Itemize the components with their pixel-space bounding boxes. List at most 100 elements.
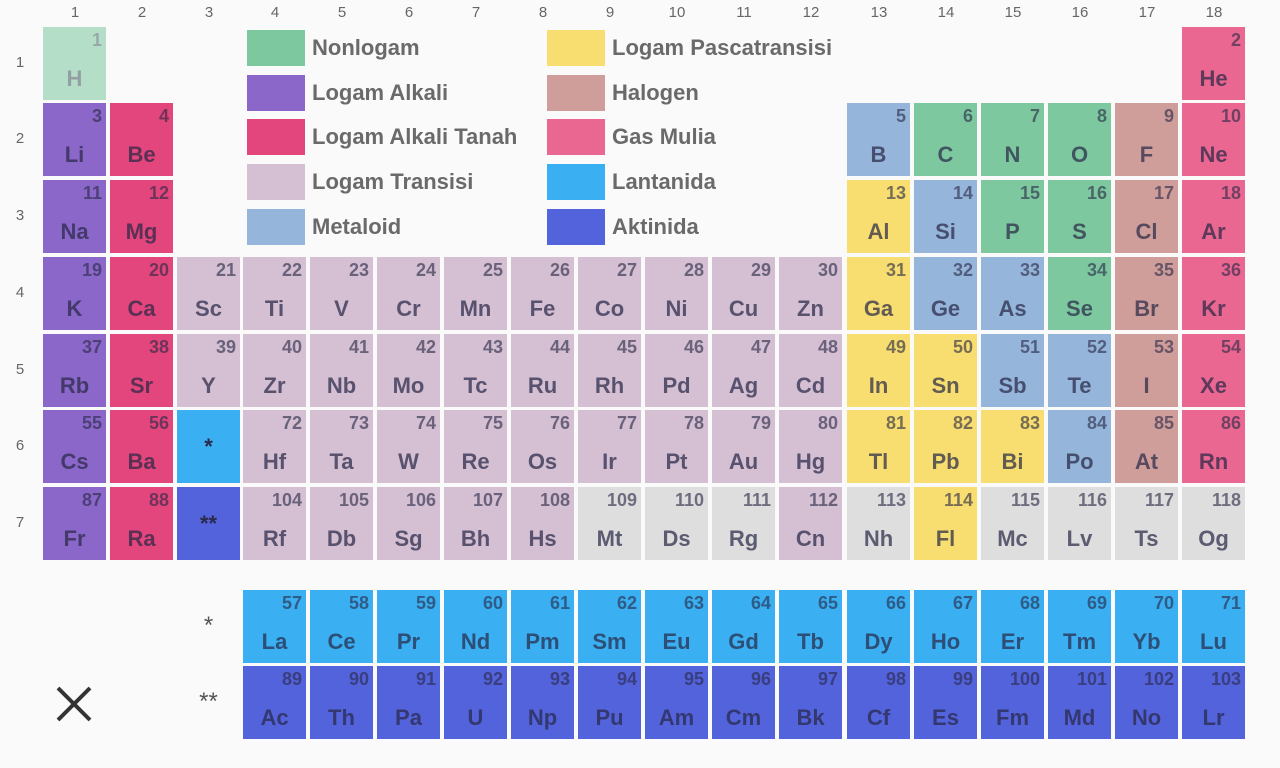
element-cell-cn[interactable]: 112 Cn	[779, 487, 842, 560]
element-cell-lr[interactable]: 103 Lr	[1182, 666, 1245, 739]
element-cell-be[interactable]: 4 Be	[110, 103, 173, 176]
element-cell-es[interactable]: 99 Es	[914, 666, 977, 739]
element-cell-og[interactable]: 118 Og	[1182, 487, 1245, 560]
element-cell-tm[interactable]: 69 Tm	[1048, 590, 1111, 663]
element-cell-sg[interactable]: 106 Sg	[377, 487, 440, 560]
element-cell-rf[interactable]: 104 Rf	[243, 487, 306, 560]
element-cell-nd[interactable]: 60 Nd	[444, 590, 507, 663]
element-cell-pt[interactable]: 78 Pt	[645, 410, 708, 483]
element-cell-cm[interactable]: 96 Cm	[712, 666, 775, 739]
element-cell-mg[interactable]: 12 Mg	[110, 180, 173, 253]
element-cell-re[interactable]: 75 Re	[444, 410, 507, 483]
element-cell-sr[interactable]: 38 Sr	[110, 334, 173, 407]
element-cell-u[interactable]: 92 U	[444, 666, 507, 739]
element-cell-fe[interactable]: 26 Fe	[511, 257, 574, 330]
element-cell-ni[interactable]: 28 Ni	[645, 257, 708, 330]
element-cell-s[interactable]: 16 S	[1048, 180, 1111, 253]
element-cell-os[interactable]: 76 Os	[511, 410, 574, 483]
element-cell-ts[interactable]: 117 Ts	[1115, 487, 1178, 560]
lanthanide-placeholder-cell[interactable]: *	[177, 410, 240, 483]
element-cell-nb[interactable]: 41 Nb	[310, 334, 373, 407]
element-cell-ar[interactable]: 18 Ar	[1182, 180, 1245, 253]
element-cell-zr[interactable]: 40 Zr	[243, 334, 306, 407]
element-cell-pb[interactable]: 82 Pb	[914, 410, 977, 483]
element-cell-pu[interactable]: 94 Pu	[578, 666, 641, 739]
element-cell-sn[interactable]: 50 Sn	[914, 334, 977, 407]
element-cell-pd[interactable]: 46 Pd	[645, 334, 708, 407]
element-cell-cs[interactable]: 55 Cs	[43, 410, 106, 483]
element-cell-he[interactable]: 2 He	[1182, 27, 1245, 100]
element-cell-yb[interactable]: 70 Yb	[1115, 590, 1178, 663]
element-cell-am[interactable]: 95 Am	[645, 666, 708, 739]
element-cell-dy[interactable]: 66 Dy	[847, 590, 910, 663]
element-cell-tc[interactable]: 43 Tc	[444, 334, 507, 407]
element-cell-ho[interactable]: 67 Ho	[914, 590, 977, 663]
element-cell-ne[interactable]: 10 Ne	[1182, 103, 1245, 176]
element-cell-eu[interactable]: 63 Eu	[645, 590, 708, 663]
close-button[interactable]	[54, 684, 94, 724]
element-cell-sb[interactable]: 51 Sb	[981, 334, 1044, 407]
element-cell-mo[interactable]: 42 Mo	[377, 334, 440, 407]
element-cell-fm[interactable]: 100 Fm	[981, 666, 1044, 739]
element-cell-ir[interactable]: 77 Ir	[578, 410, 641, 483]
element-cell-pa[interactable]: 91 Pa	[377, 666, 440, 739]
element-cell-sm[interactable]: 62 Sm	[578, 590, 641, 663]
element-cell-cu[interactable]: 29 Cu	[712, 257, 775, 330]
element-cell-cr[interactable]: 24 Cr	[377, 257, 440, 330]
actinide-placeholder-cell[interactable]: **	[177, 487, 240, 560]
element-cell-ge[interactable]: 32 Ge	[914, 257, 977, 330]
element-cell-hs[interactable]: 108 Hs	[511, 487, 574, 560]
element-cell-np[interactable]: 93 Np	[511, 666, 574, 739]
element-cell-sc[interactable]: 21 Sc	[177, 257, 240, 330]
element-cell-hf[interactable]: 72 Hf	[243, 410, 306, 483]
element-cell-bh[interactable]: 107 Bh	[444, 487, 507, 560]
element-cell-k[interactable]: 19 K	[43, 257, 106, 330]
element-cell-at[interactable]: 85 At	[1115, 410, 1178, 483]
element-cell-v[interactable]: 23 V	[310, 257, 373, 330]
element-cell-er[interactable]: 68 Er	[981, 590, 1044, 663]
element-cell-rh[interactable]: 45 Rh	[578, 334, 641, 407]
element-cell-in[interactable]: 49 In	[847, 334, 910, 407]
element-cell-bk[interactable]: 97 Bk	[779, 666, 842, 739]
element-cell-mt[interactable]: 109 Mt	[578, 487, 641, 560]
element-cell-xe[interactable]: 54 Xe	[1182, 334, 1245, 407]
element-cell-ac[interactable]: 89 Ac	[243, 666, 306, 739]
element-cell-pm[interactable]: 61 Pm	[511, 590, 574, 663]
element-cell-no[interactable]: 102 No	[1115, 666, 1178, 739]
element-cell-li[interactable]: 3 Li	[43, 103, 106, 176]
element-cell-zn[interactable]: 30 Zn	[779, 257, 842, 330]
element-cell-ga[interactable]: 31 Ga	[847, 257, 910, 330]
element-cell-au[interactable]: 79 Au	[712, 410, 775, 483]
element-cell-mc[interactable]: 115 Mc	[981, 487, 1044, 560]
element-cell-tb[interactable]: 65 Tb	[779, 590, 842, 663]
element-cell-mn[interactable]: 25 Mn	[444, 257, 507, 330]
element-cell-fl[interactable]: 114 Fl	[914, 487, 977, 560]
element-cell-ds[interactable]: 110 Ds	[645, 487, 708, 560]
element-cell-pr[interactable]: 59 Pr	[377, 590, 440, 663]
element-cell-db[interactable]: 105 Db	[310, 487, 373, 560]
element-cell-cd[interactable]: 48 Cd	[779, 334, 842, 407]
element-cell-cl[interactable]: 17 Cl	[1115, 180, 1178, 253]
element-cell-i[interactable]: 53 I	[1115, 334, 1178, 407]
element-cell-ra[interactable]: 88 Ra	[110, 487, 173, 560]
element-cell-na[interactable]: 11 Na	[43, 180, 106, 253]
element-cell-hg[interactable]: 80 Hg	[779, 410, 842, 483]
element-cell-br[interactable]: 35 Br	[1115, 257, 1178, 330]
element-cell-ba[interactable]: 56 Ba	[110, 410, 173, 483]
element-cell-rn[interactable]: 86 Rn	[1182, 410, 1245, 483]
element-cell-w[interactable]: 74 W	[377, 410, 440, 483]
element-cell-nh[interactable]: 113 Nh	[847, 487, 910, 560]
element-cell-p[interactable]: 15 P	[981, 180, 1044, 253]
element-cell-tl[interactable]: 81 Tl	[847, 410, 910, 483]
element-cell-lu[interactable]: 71 Lu	[1182, 590, 1245, 663]
element-cell-ce[interactable]: 58 Ce	[310, 590, 373, 663]
element-cell-as[interactable]: 33 As	[981, 257, 1044, 330]
element-cell-ru[interactable]: 44 Ru	[511, 334, 574, 407]
element-cell-al[interactable]: 13 Al	[847, 180, 910, 253]
